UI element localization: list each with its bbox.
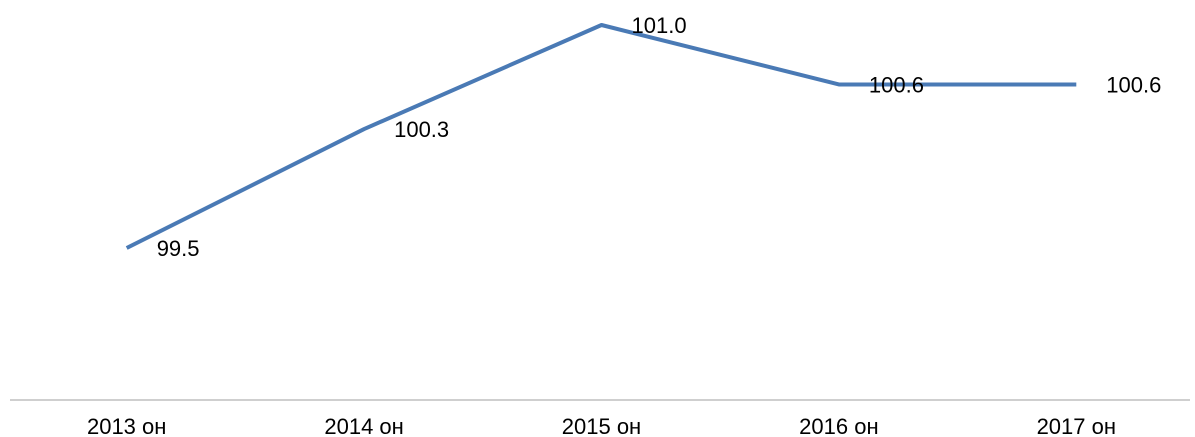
data-label: 100.3 — [394, 117, 449, 142]
line — [125, 23, 1077, 250]
data-label: 101.0 — [632, 13, 687, 38]
x-tick-label: 2014 он — [324, 414, 403, 437]
x-tick-label: 2016 он — [799, 414, 878, 437]
x-tick-label: 2015 он — [562, 414, 641, 437]
data-label: 100.6 — [1106, 72, 1161, 97]
data-label: 100.6 — [869, 72, 924, 97]
x-tick-label: 2013 он — [87, 414, 166, 437]
x-tick-label: 2017 он — [1037, 414, 1116, 437]
data-label: 99.5 — [157, 236, 200, 261]
